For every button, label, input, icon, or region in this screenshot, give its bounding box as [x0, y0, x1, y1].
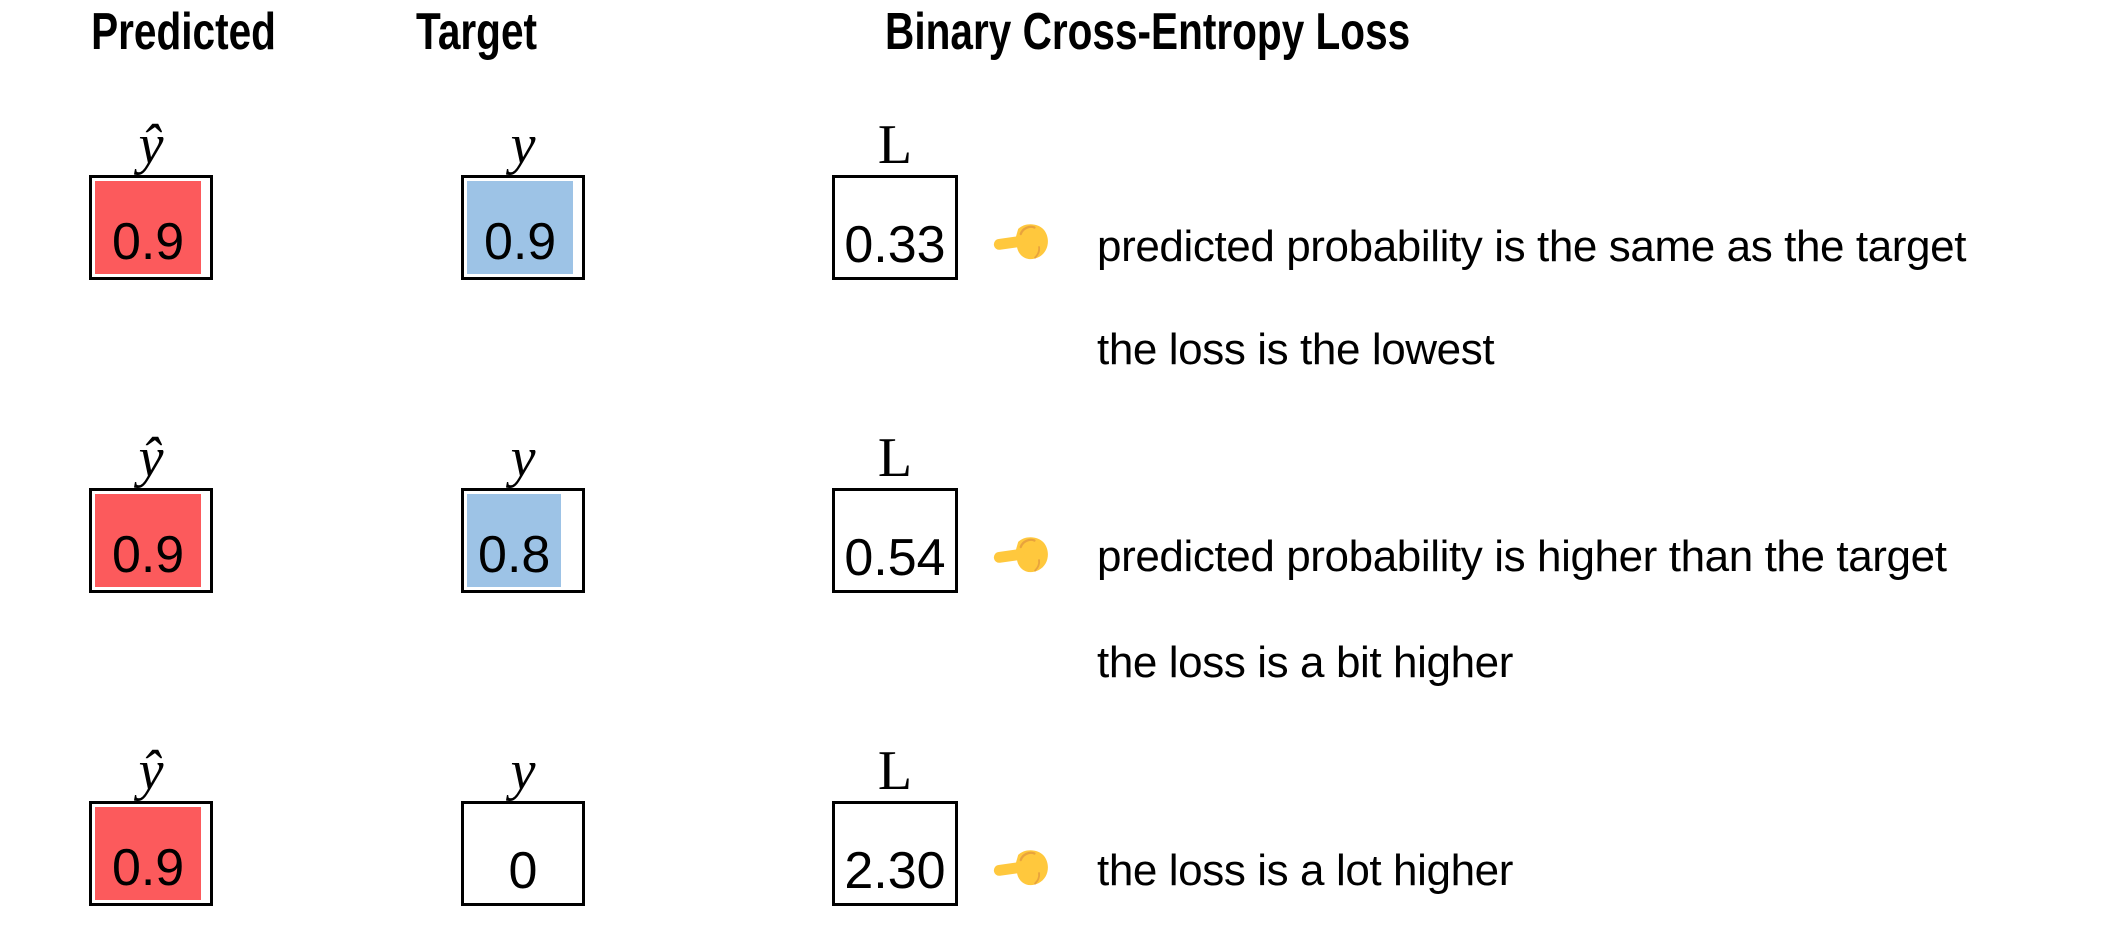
- loss-value-box: 2.30: [832, 801, 958, 906]
- target-value-box: 0: [461, 801, 585, 906]
- predicted-value-box: 0.9: [89, 175, 213, 280]
- target-value-box: 0.9: [461, 175, 585, 280]
- target-value-box: 0.8: [461, 488, 585, 593]
- predicted-value: 0.9: [111, 839, 185, 897]
- loss-value: 0.54: [844, 529, 946, 587]
- loss-value-box: 0.33: [832, 175, 958, 280]
- pointing-left-icon: [993, 850, 1048, 886]
- target-symbol: y: [510, 427, 536, 489]
- predicted-fill-bar: 0.9: [95, 494, 202, 587]
- loss-symbol: L: [877, 114, 913, 176]
- target-symbol: y: [510, 740, 536, 802]
- target-value: 0.9: [483, 213, 557, 271]
- predicted-symbol: ŷ: [138, 427, 164, 489]
- predicted-symbol: ŷ: [138, 740, 164, 802]
- target-fill-bar: 0.8: [467, 494, 562, 587]
- target-column-header: Target: [416, 3, 538, 61]
- predicted-fill-bar: 0.9: [95, 181, 202, 274]
- target-fill-bar: 0.9: [467, 181, 574, 274]
- predicted-value: 0.9: [111, 526, 185, 584]
- pointing-left-icon: [993, 224, 1048, 260]
- target-value: 0: [508, 842, 538, 900]
- predicted-value-box: 0.9: [89, 801, 213, 906]
- loss-value: 0.33: [844, 216, 946, 274]
- predicted-symbol: ŷ: [138, 114, 164, 176]
- pointing-left-icon: [993, 537, 1048, 573]
- loss-symbol: L: [877, 427, 913, 489]
- loss-column-header: Binary Cross-Entropy Loss: [885, 3, 1411, 61]
- loss-symbol: L: [877, 740, 913, 802]
- note-text: the loss is a bit higher: [1097, 638, 1513, 687]
- predicted-column-header: Predicted: [90, 3, 276, 61]
- loss-value: 2.30: [844, 842, 946, 900]
- predicted-fill-bar: 0.9: [95, 807, 202, 900]
- note-text: predicted probability is higher than the…: [1097, 532, 1947, 581]
- target-value: 0.8: [478, 526, 551, 584]
- note-text: predicted probability is the same as the…: [1097, 222, 1967, 271]
- target-symbol: y: [510, 114, 536, 176]
- predicted-value: 0.9: [111, 213, 185, 271]
- note-text: the loss is the lowest: [1097, 325, 1495, 374]
- predicted-value-box: 0.9: [89, 488, 213, 593]
- note-text: the loss is a lot higher: [1097, 846, 1513, 895]
- loss-value-box: 0.54: [832, 488, 958, 593]
